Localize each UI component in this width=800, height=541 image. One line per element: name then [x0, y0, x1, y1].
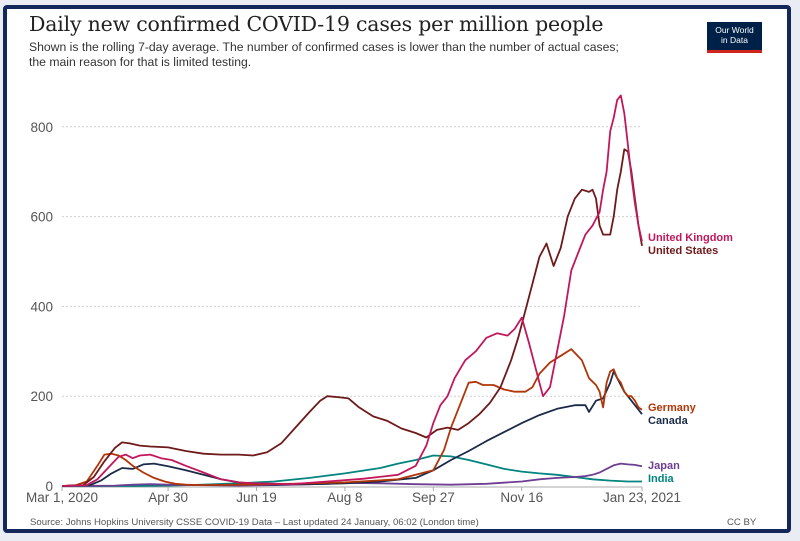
series-label-india[interactable]: India — [648, 473, 675, 485]
gridlines — [62, 126, 642, 397]
series-line-germany[interactable] — [61, 348, 643, 487]
y-tick-label: 400 — [30, 299, 53, 314]
x-tick-label: Aug 8 — [327, 490, 362, 505]
license-link[interactable]: CC BY — [727, 517, 757, 528]
source-note: Source: Johns Hopkins University CSSE CO… — [30, 517, 479, 528]
y-tick-label: 600 — [30, 210, 53, 225]
y-tick-label: 0 — [45, 479, 53, 494]
x-tick-label: Jan 23, 2021 — [603, 490, 681, 505]
series-label-canada[interactable]: Canada — [648, 415, 689, 427]
logo-line-1: Our World — [715, 25, 754, 35]
series-label-united-kingdom[interactable]: United Kingdom — [648, 232, 733, 244]
chart-subtitle: Shown is the rolling 7-day average. The … — [29, 40, 619, 69]
owid-logo[interactable]: Our World in Data — [707, 22, 762, 53]
series-lines — [61, 94, 643, 487]
series-label-germany[interactable]: Germany — [648, 402, 697, 414]
y-tick-label: 200 — [30, 389, 53, 404]
x-tick-label: Mar 1, 2020 — [26, 490, 98, 505]
series-label-japan[interactable]: Japan — [648, 460, 680, 472]
chart-title: Daily new confirmed COVID-19 cases per m… — [29, 12, 604, 36]
y-tick-label: 800 — [30, 120, 53, 135]
y-axis: 0 200 400 600 800 — [30, 120, 53, 494]
logo-line-2: in Data — [721, 34, 748, 45]
series-line-united-kingdom[interactable] — [61, 94, 643, 487]
x-tick-label: Apr 30 — [148, 490, 188, 505]
x-tick-label: Jun 19 — [236, 490, 277, 505]
series-label-united-states[interactable]: United States — [648, 245, 718, 257]
series-line-united-states[interactable] — [61, 148, 643, 487]
series-line-canada[interactable] — [61, 370, 643, 487]
x-tick-label: Sep 27 — [412, 490, 455, 505]
x-tick-label: Nov 16 — [500, 490, 543, 505]
x-axis: Mar 1, 2020 Apr 30 Jun 19 Aug 8 Sep 27 Nov 16… — [26, 486, 681, 505]
